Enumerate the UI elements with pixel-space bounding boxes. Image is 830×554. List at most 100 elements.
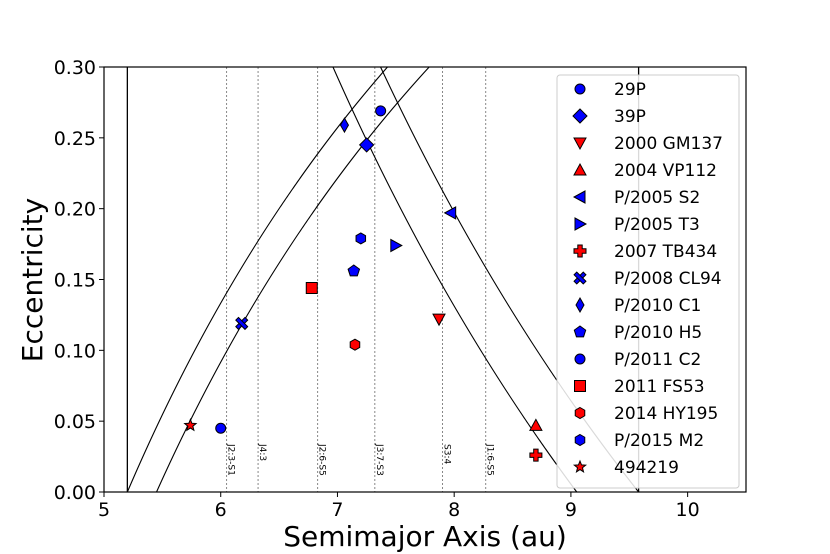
- legend-label: 2007 TB434: [614, 242, 717, 262]
- legend: 29P 39P 2000 GM137 2004 VP112 P/2005 S2 P/200…: [556, 74, 740, 489]
- data-point: [339, 117, 350, 134]
- data-point: [529, 448, 543, 462]
- y-tick-label: 0.20: [54, 199, 96, 221]
- legend-item: P/2011 C2: [574, 350, 701, 370]
- legend-marker: [574, 83, 586, 95]
- legend-item: 494219: [572, 458, 679, 478]
- legend-marker: [574, 433, 586, 447]
- legend-item: 2014 HY195: [574, 404, 718, 424]
- marker-shape: [574, 433, 586, 447]
- marker-shape: [183, 418, 198, 432]
- legend-marker: [574, 217, 588, 231]
- marker-shape: [573, 325, 587, 338]
- legend-item: 2011 FS53: [574, 377, 705, 397]
- marker-shape: [575, 296, 585, 314]
- marker-shape: [574, 380, 586, 392]
- y-axis-label: Eccentricity: [16, 198, 49, 362]
- marker-shape: [572, 190, 586, 204]
- data-point: [183, 418, 198, 432]
- marker-shape: [305, 282, 318, 294]
- legend-marker: [574, 380, 586, 392]
- x-tick-label: 7: [331, 499, 343, 521]
- marker-shape: [574, 406, 586, 420]
- legend-marker: [572, 459, 588, 473]
- data-point: [358, 137, 375, 153]
- resonance-label: J1:6-S5: [485, 443, 495, 476]
- legend-item: 2000 GM137: [573, 134, 723, 154]
- legend-item: P/2005 S2: [572, 188, 700, 208]
- legend-marker: [573, 271, 587, 285]
- legend-box: [556, 74, 740, 489]
- axes: 5 6 7 8 9 10 0.00 0.05 0.10 0.15 0.20 0.25 0.30: [54, 57, 700, 521]
- marker-shape: [215, 422, 227, 434]
- x-tick-label: 6: [215, 499, 227, 521]
- legend-label: P/2015 M2: [614, 431, 704, 451]
- legend-item: 39P: [572, 107, 646, 127]
- legend-marker: [573, 244, 587, 258]
- marker-shape: [375, 105, 387, 117]
- data-point: [305, 282, 318, 294]
- resonance-label: J2:6-S5: [317, 443, 327, 476]
- legend-marker: [575, 296, 585, 314]
- data-point: [443, 206, 457, 220]
- legend-label: P/2010 H5: [614, 323, 702, 343]
- y-tick-label: 0.30: [54, 57, 96, 79]
- marker-shape: [358, 137, 375, 153]
- marker-shape: [574, 353, 586, 365]
- x-tick-label: 10: [676, 499, 700, 521]
- marker-shape: [574, 217, 588, 231]
- legend-marker: [572, 190, 586, 204]
- marker-shape: [574, 83, 586, 95]
- data-point: [390, 238, 403, 253]
- legend-label: P/2011 C2: [614, 350, 701, 370]
- legend-label: P/2010 C1: [614, 296, 701, 316]
- y-tick-label: 0.15: [54, 270, 96, 292]
- data-point: [529, 418, 543, 431]
- legend-label: P/2005 S2: [614, 188, 700, 208]
- marker-shape: [529, 448, 543, 462]
- marker-shape: [355, 232, 367, 245]
- legend-item: P/2015 M2: [574, 431, 704, 451]
- legend-item: P/2008 CL94: [573, 269, 722, 289]
- marker-shape: [390, 238, 403, 253]
- y-tick-label: 0.25: [54, 128, 96, 150]
- legend-marker: [574, 406, 586, 420]
- aphelion-curve: [332, 67, 578, 492]
- marker-shape: [432, 313, 446, 327]
- legend-item: P/2010 C1: [575, 296, 701, 316]
- marker-shape: [573, 162, 587, 176]
- resonance-label: J2:3-S1: [226, 443, 236, 476]
- legend-label: P/2008 CL94: [614, 269, 722, 289]
- legend-label: 2000 GM137: [614, 134, 723, 154]
- legend-marker: [573, 325, 587, 338]
- legend-marker: [574, 353, 586, 365]
- y-tick-label: 0.10: [54, 340, 96, 362]
- data-point: [375, 105, 387, 117]
- legend-label: 2004 VP112: [614, 161, 717, 181]
- marker-shape: [339, 117, 350, 134]
- legend-label: 29P: [614, 80, 646, 100]
- marker-shape: [573, 271, 587, 285]
- legend-item: P/2005 T3: [574, 215, 700, 235]
- legend-item: 2004 VP112: [573, 161, 717, 181]
- marker-shape: [235, 316, 249, 331]
- legend-item: P/2010 H5: [573, 323, 702, 343]
- marker-shape: [347, 264, 361, 277]
- legend-item: 29P: [574, 80, 646, 100]
- x-axis-label: Semimajor Axis (au): [283, 520, 567, 553]
- legend-marker: [573, 162, 587, 176]
- legend-label: 494219: [614, 458, 679, 478]
- data-point: [235, 316, 249, 331]
- data-point: [347, 264, 361, 277]
- x-tick-label: 8: [448, 499, 460, 521]
- legend-marker: [573, 137, 587, 151]
- plot-area: J2:3-S1 J4:3 J2:6-S5 J3:7-S3 S3:4 J1:6-S5: [126, 67, 640, 492]
- x-tick-label: 5: [98, 499, 110, 521]
- legend-item: 2007 TB434: [573, 242, 717, 262]
- marker-shape: [443, 206, 457, 220]
- data-point: [355, 232, 367, 245]
- perihelion-curve: [156, 67, 430, 492]
- resonance-label: S3:4: [442, 444, 452, 464]
- data-point: [215, 422, 227, 434]
